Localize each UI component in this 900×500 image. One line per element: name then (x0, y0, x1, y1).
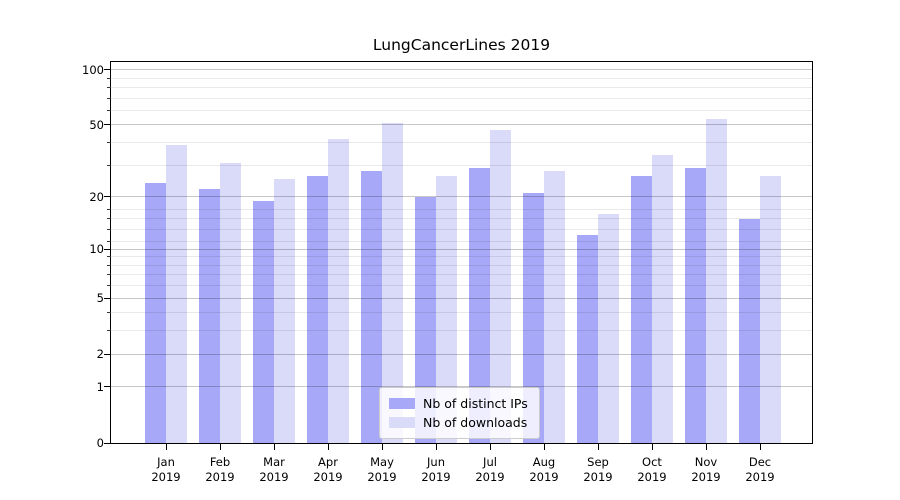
major-gridline (111, 69, 812, 71)
minor-gridline (111, 77, 812, 79)
legend-entry-downloads: Nb of downloads (389, 413, 528, 432)
x-tickmark (489, 444, 491, 450)
y-tick-label: 2 (96, 347, 104, 362)
minor-gridline (111, 97, 812, 99)
legend-swatch-distinct-ips (389, 398, 415, 409)
x-tick-label-dec: Dec 2019 (745, 455, 775, 484)
x-tickmark (435, 444, 437, 450)
x-tickmark (543, 444, 545, 450)
legend-label-distinct-ips: Nb of distinct IPs (423, 396, 528, 411)
minor-gridline (111, 109, 812, 111)
x-tick-label-apr: Apr 2019 (313, 455, 343, 484)
bar-distinct-ips-jul (469, 167, 490, 443)
x-tickmark (597, 444, 599, 450)
bar-distinct-ips-aug (523, 192, 544, 443)
chart-title: LungCancerLines 2019 (372, 36, 551, 54)
bar-distinct-ips-feb (199, 189, 220, 443)
x-tick-label-jul: Jul 2019 (475, 455, 505, 484)
legend-swatch-downloads (389, 417, 415, 428)
bar-distinct-ips-nov (685, 167, 706, 443)
y-tick-label: 50 (89, 117, 104, 132)
y-tick-label: 0 (96, 436, 104, 450)
bar-distinct-ips-sep (577, 235, 598, 443)
plot-area: Nb of distinct IPs Nb of downloads (110, 61, 813, 444)
x-tick-label-jun: Jun 2019 (421, 455, 451, 484)
bar-distinct-ips-dec (739, 218, 760, 443)
x-tick-label-feb: Feb 2019 (205, 455, 235, 484)
x-tickmark (327, 444, 329, 450)
x-tick-label-jan: Jan 2019 (151, 455, 181, 484)
bar-downloads-jun (436, 176, 457, 443)
bar-downloads-apr (328, 138, 349, 443)
x-tick-label-oct: Oct 2019 (637, 455, 667, 484)
x-tickmark (705, 444, 707, 450)
bar-downloads-sep (598, 213, 619, 443)
x-tick-label-may: May 2019 (367, 455, 397, 484)
x-tick-label-mar: Mar 2019 (259, 455, 289, 484)
minor-gridline (111, 86, 812, 88)
x-tickmark (165, 444, 167, 450)
bar-distinct-ips-apr (307, 176, 328, 443)
bar-downloads-oct (652, 155, 673, 443)
bar-downloads-nov (706, 118, 727, 443)
bar-downloads-may (382, 123, 403, 443)
y-tick-label: 20 (89, 189, 104, 204)
y-tick-label: 5 (96, 291, 104, 306)
x-tickmark (273, 444, 275, 450)
y-tick-label: 10 (89, 242, 104, 256)
bar-downloads-mar (274, 179, 295, 443)
bar-downloads-feb (220, 162, 241, 443)
legend: Nb of distinct IPs Nb of downloads (379, 387, 540, 439)
y-tick-label: 100 (82, 62, 104, 77)
x-tick-label-aug: Aug 2019 (529, 455, 559, 484)
legend-entry-distinct-ips: Nb of distinct IPs (389, 394, 528, 413)
bar-distinct-ips-oct (631, 176, 652, 443)
x-tickmark (651, 444, 653, 450)
legend-label-downloads: Nb of downloads (423, 415, 528, 430)
x-tickmark (219, 444, 221, 450)
x-tickmark (381, 444, 383, 450)
bar-downloads-dec (760, 176, 781, 443)
bar-distinct-ips-may (361, 170, 382, 443)
x-tick-label-nov: Nov 2019 (691, 455, 721, 484)
bar-downloads-jul (490, 129, 511, 443)
bar-downloads-jan (166, 144, 187, 443)
x-tick-label-sep: Sep 2019 (583, 455, 613, 484)
bar-downloads-aug (544, 170, 565, 443)
y-tick-label: 1 (96, 379, 104, 394)
x-tickmark (759, 444, 761, 450)
bar-distinct-ips-mar (253, 200, 274, 443)
bar-distinct-ips-jun (415, 196, 436, 443)
bar-distinct-ips-jan (145, 182, 166, 443)
